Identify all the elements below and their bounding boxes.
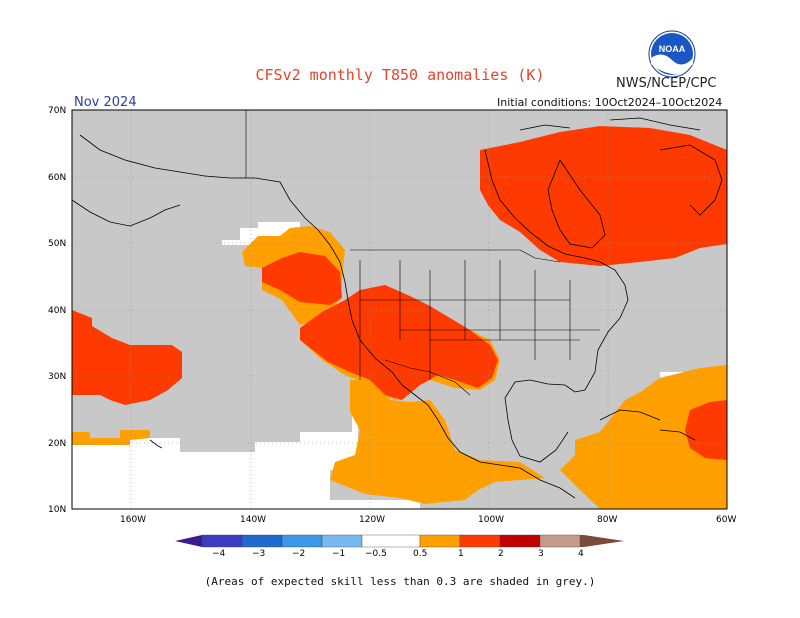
colorbar-swatch xyxy=(201,534,243,548)
longitude-labels: 160W 140W 120W 100W 80W 60W xyxy=(120,515,736,525)
red-area-southwest-us xyxy=(300,285,498,400)
colorbar-label: −3 xyxy=(252,549,265,559)
colorbar-swatch xyxy=(499,534,541,548)
colorbar-label: 3 xyxy=(538,549,544,559)
lon-label: 120W xyxy=(359,515,385,525)
red-area-west-atlantic xyxy=(685,400,727,460)
graticule xyxy=(72,110,727,509)
white-area-south-pacific xyxy=(72,412,420,509)
colorbar-swatch xyxy=(459,534,501,548)
colorbar-label: −1 xyxy=(332,549,345,559)
lat-label: 60N xyxy=(48,173,66,183)
colorbar-swatch xyxy=(321,534,363,548)
colorbar-label: 0.5 xyxy=(413,549,427,559)
colorbar-swatch xyxy=(539,534,581,548)
lon-label: 140W xyxy=(240,515,266,525)
lon-label: 80W xyxy=(597,515,617,525)
orange-area-east-pacific xyxy=(330,380,545,504)
colorbar-label: −0.5 xyxy=(365,549,387,559)
latitude-labels: 70N 60N 50N 40N 30N 20N 10N xyxy=(48,106,66,515)
skill-footnote: (Areas of expected skill less than 0.3 a… xyxy=(204,575,596,588)
colorbar-arrow-high xyxy=(584,535,624,547)
colorbar-label: −4 xyxy=(212,549,226,559)
agency-label: NWS/NCEP/CPC xyxy=(616,76,717,91)
red-area-central-pacific xyxy=(72,310,182,405)
lat-label: 30N xyxy=(48,372,66,382)
lon-label: 60W xyxy=(716,515,736,525)
orange-area-caribbean-atlantic xyxy=(560,365,727,509)
orange-area-hawaii xyxy=(72,430,150,445)
colorbar-label: 4 xyxy=(578,549,584,559)
lon-label: 100W xyxy=(478,515,504,525)
lat-label: 20N xyxy=(48,439,66,449)
map-frame xyxy=(71,109,728,510)
lat-label: 70N xyxy=(48,106,66,116)
noaa-logo-text: NOAA xyxy=(659,44,686,54)
colorbar: −4 −3 −2 −1 −0.5 0.5 1 2 3 4 xyxy=(175,534,624,559)
red-area-ne-pacific xyxy=(262,252,342,305)
map-title: CFSv2 monthly T850 anomalies (K) xyxy=(255,66,545,84)
colorbar-label: 1 xyxy=(458,549,464,559)
colorbar-arrow-low xyxy=(175,535,202,547)
coastlines xyxy=(71,117,723,499)
colorbar-swatch xyxy=(281,534,323,548)
colorbar-swatch xyxy=(419,534,461,548)
lat-label: 50N xyxy=(48,239,66,249)
colorbar-label: −2 xyxy=(292,549,305,559)
lat-label: 40N xyxy=(48,306,66,316)
lat-label: 10N xyxy=(48,505,66,515)
colorbar-swatch xyxy=(241,534,283,548)
colorbar-swatch xyxy=(580,535,584,547)
borders xyxy=(245,110,600,396)
noaa-logo: NOAA xyxy=(648,30,696,78)
colorbar-swatch xyxy=(361,534,421,548)
colorbar-label: 2 xyxy=(498,549,504,559)
forecast-month: Nov 2024 xyxy=(74,95,137,110)
red-area-hudson-bay xyxy=(480,126,727,266)
lon-label: 160W xyxy=(120,515,146,525)
initial-conditions: Initial conditions: 10Oct2024–10Oct2024 xyxy=(497,96,723,109)
